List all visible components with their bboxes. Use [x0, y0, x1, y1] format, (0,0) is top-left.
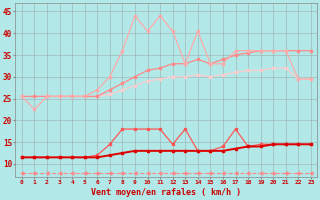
X-axis label: Vent moyen/en rafales ( km/h ): Vent moyen/en rafales ( km/h )	[92, 188, 241, 197]
